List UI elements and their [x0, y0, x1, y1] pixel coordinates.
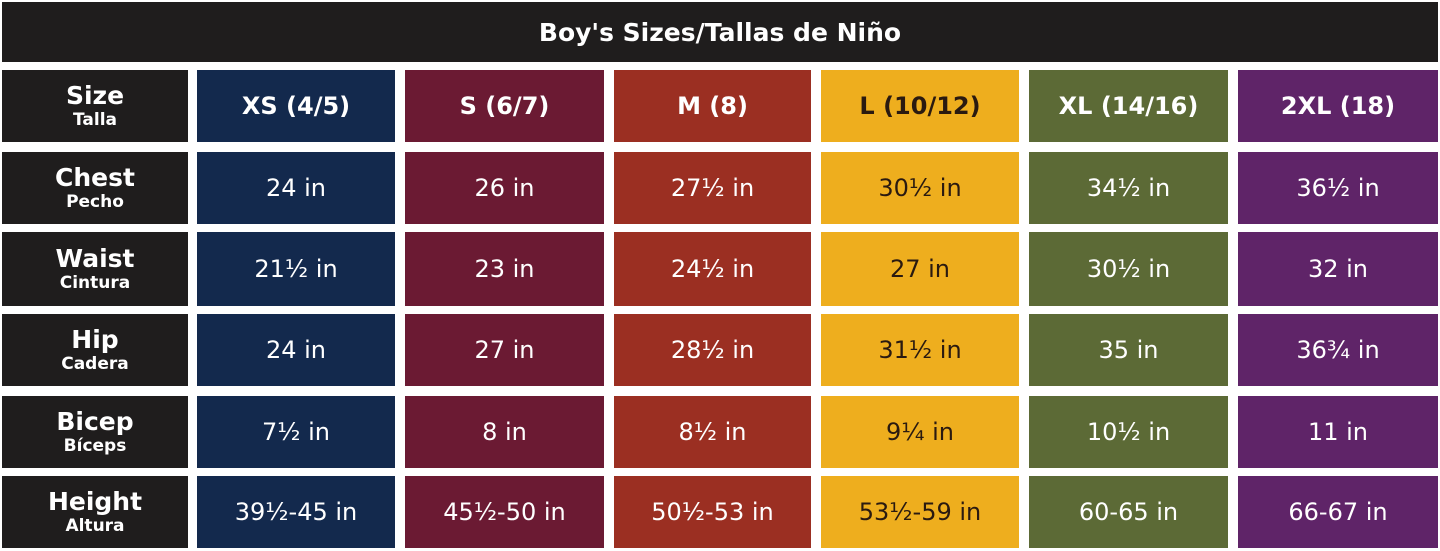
cell: 11 in: [1238, 396, 1438, 468]
sublabel: Cadera: [61, 354, 129, 374]
cell: 24½ in: [614, 232, 811, 306]
label: Hip: [71, 325, 119, 354]
cell: 7½ in: [197, 396, 395, 468]
sublabel: Talla: [72, 110, 117, 130]
sublabel: Altura: [65, 516, 125, 536]
label: Waist: [55, 244, 135, 273]
row-label: Height Altura: [2, 476, 188, 548]
label: Height: [47, 487, 143, 516]
cell: 30½ in: [821, 152, 1019, 224]
cell: 31½ in: [821, 314, 1019, 386]
cell: 27½ in: [614, 152, 811, 224]
cell: 26 in: [405, 152, 604, 224]
column-header: M (8): [614, 70, 811, 142]
sublabel: Pecho: [66, 192, 124, 212]
sublabel: Bíceps: [63, 436, 127, 456]
cell: 8 in: [405, 396, 604, 468]
label: Chest: [55, 163, 135, 192]
row-label: Size Talla: [2, 70, 188, 142]
sublabel: Cintura: [59, 273, 131, 293]
row-label: Chest Pecho: [2, 152, 188, 224]
row-label: Hip Cadera: [2, 314, 188, 386]
cell: 32 in: [1238, 232, 1438, 306]
cell: 8½ in: [614, 396, 811, 468]
cell: 23 in: [405, 232, 604, 306]
cell: 24 in: [197, 314, 395, 386]
cell: 27 in: [405, 314, 604, 386]
column-header: XS (4/5): [197, 70, 395, 142]
cell: 9¼ in: [821, 396, 1019, 468]
cell: 27 in: [821, 232, 1019, 306]
label: Size: [65, 81, 125, 110]
label: Bicep: [56, 407, 134, 436]
cell: 30½ in: [1029, 232, 1228, 306]
cell: 24 in: [197, 152, 395, 224]
cell: 10½ in: [1029, 396, 1228, 468]
cell: 39½-45 in: [197, 476, 395, 548]
cell: 35 in: [1029, 314, 1228, 386]
title: Boy's Sizes/Tallas de Niño: [2, 2, 1438, 62]
cell: 34½ in: [1029, 152, 1228, 224]
column-header: L (10/12): [821, 70, 1019, 142]
cell: 50½-53 in: [614, 476, 811, 548]
column-header: 2XL (18): [1238, 70, 1438, 142]
cell: 36¾ in: [1238, 314, 1438, 386]
row-label: Bicep Bíceps: [2, 396, 188, 468]
cell: 53½-59 in: [821, 476, 1019, 548]
column-header: S (6/7): [405, 70, 604, 142]
cell: 45½-50 in: [405, 476, 604, 548]
row-label: Waist Cintura: [2, 232, 188, 306]
cell: 36½ in: [1238, 152, 1438, 224]
column-header: XL (14/16): [1029, 70, 1228, 142]
cell: 60-65 in: [1029, 476, 1228, 548]
cell: 21½ in: [197, 232, 395, 306]
cell: 66-67 in: [1238, 476, 1438, 548]
cell: 28½ in: [614, 314, 811, 386]
